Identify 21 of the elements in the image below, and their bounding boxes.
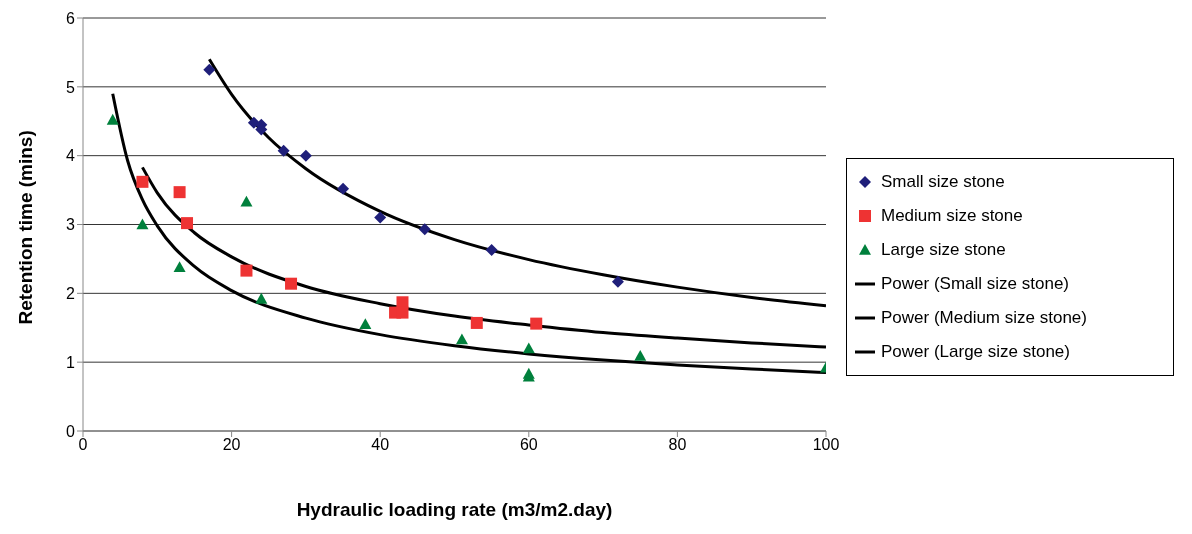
x-tick-label: 0: [78, 436, 88, 454]
x-tick-label: 100: [812, 436, 840, 454]
x-tick-label: 20: [222, 436, 241, 454]
legend-label: Medium size stone: [881, 205, 1023, 227]
y-tick-label: 6: [66, 9, 76, 27]
y-tick-label: 3: [66, 216, 76, 234]
legend-label: Large size stone: [881, 239, 1006, 261]
legend-label: Power (Small size stone): [881, 273, 1070, 295]
x-tick-label: 40: [371, 436, 390, 454]
y-tick-label: 1: [66, 353, 76, 371]
y-tick-label: 2: [66, 285, 76, 303]
y-tick-label: 5: [66, 78, 76, 96]
legend-label: Power (Large size stone): [881, 341, 1070, 363]
x-tick-label: 60: [519, 436, 538, 454]
x-tick-label: 80: [668, 436, 687, 454]
x-axis-title: Hydraulic loading rate (m3/m2.day): [296, 499, 613, 520]
legend-label: Small size stone: [881, 171, 1005, 193]
y-tick-label: 4: [66, 147, 76, 165]
y-tick-label: 0: [66, 422, 76, 440]
legend-label: Power (Medium size stone): [881, 307, 1087, 329]
y-axis-title: Retention time (mins): [14, 130, 36, 325]
